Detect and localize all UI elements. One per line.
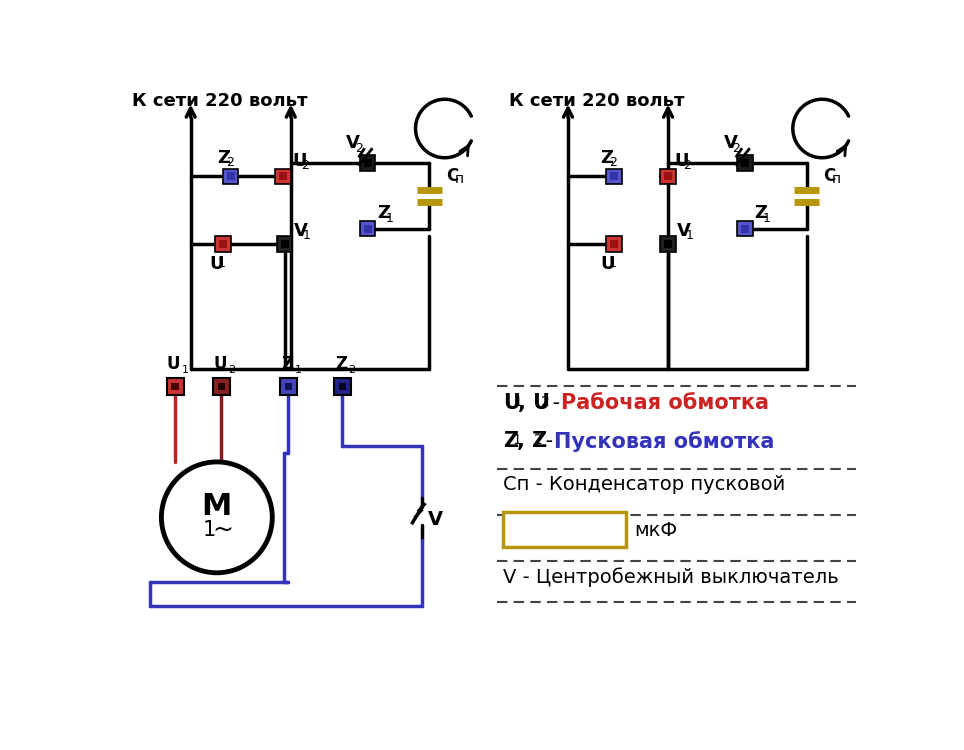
Text: 1: 1	[386, 211, 393, 225]
Circle shape	[161, 462, 272, 573]
Bar	[660, 236, 676, 252]
Text: U: U	[292, 152, 307, 170]
Text: M: M	[201, 492, 232, 521]
Text: 1: 1	[609, 257, 617, 270]
Bar	[363, 224, 372, 232]
Text: -: -	[539, 431, 559, 451]
Bar	[280, 378, 297, 395]
Text: 2: 2	[301, 160, 308, 172]
Bar	[660, 169, 676, 184]
Text: Пусковая обмотка: Пусковая обмотка	[554, 431, 774, 452]
Text: 1: 1	[295, 365, 302, 375]
Text: 2: 2	[683, 160, 690, 172]
Bar	[338, 382, 346, 390]
Text: U: U	[674, 152, 688, 170]
Text: 2: 2	[227, 156, 234, 170]
Bar	[741, 159, 749, 167]
Text: п: п	[455, 172, 464, 186]
Text: К сети 220 вольт: К сети 220 вольт	[509, 92, 685, 110]
Bar	[277, 236, 292, 252]
Text: 2: 2	[541, 395, 549, 409]
Text: мкФ: мкФ	[634, 521, 678, 540]
Text: V: V	[294, 222, 308, 240]
Bar	[503, 512, 627, 548]
Text: 1: 1	[763, 211, 770, 225]
Text: ~: ~	[212, 518, 233, 542]
Bar	[610, 240, 618, 248]
Text: U: U	[213, 355, 227, 373]
Text: U: U	[209, 255, 224, 273]
Bar	[279, 172, 287, 180]
Text: 2: 2	[609, 156, 617, 170]
Bar	[334, 378, 351, 395]
Text: U: U	[601, 255, 615, 273]
Bar	[741, 224, 749, 232]
Text: U: U	[503, 392, 521, 412]
Text: C: C	[823, 166, 836, 184]
Text: V: V	[678, 222, 691, 240]
Text: Z: Z	[601, 149, 613, 167]
Text: Z: Z	[377, 205, 389, 223]
Text: Рабочая обмотка: Рабочая обмотка	[561, 392, 769, 412]
Text: U: U	[167, 355, 180, 373]
Bar	[172, 382, 179, 390]
Text: п: п	[832, 172, 842, 186]
Text: V - Центробежный выключатель: V - Центробежный выключатель	[503, 568, 839, 587]
Text: 2: 2	[228, 365, 235, 375]
Text: 1: 1	[218, 257, 226, 270]
Text: Z: Z	[754, 205, 767, 223]
Text: V: V	[428, 510, 442, 530]
Bar	[219, 240, 227, 248]
Text: Z: Z	[335, 355, 347, 373]
Text: C: C	[446, 166, 459, 184]
Bar	[610, 172, 618, 180]
Text: К сети 220 вольт: К сети 220 вольт	[132, 92, 308, 110]
Text: , U: , U	[518, 392, 549, 412]
Text: Z: Z	[217, 149, 229, 167]
Bar	[606, 169, 622, 184]
Text: 1: 1	[513, 395, 522, 409]
Text: 2: 2	[355, 142, 362, 154]
Bar	[167, 378, 184, 395]
Bar	[276, 169, 291, 184]
Bar	[218, 382, 226, 390]
Text: 1: 1	[202, 520, 216, 540]
Text: 2: 2	[349, 365, 356, 375]
Bar	[363, 159, 372, 167]
Bar	[664, 240, 672, 248]
Text: 1: 1	[181, 365, 188, 375]
Text: -: -	[546, 392, 567, 412]
Text: V: V	[346, 134, 361, 152]
Bar	[361, 221, 375, 236]
Bar	[213, 378, 230, 395]
Bar	[215, 236, 230, 252]
Text: Cп - Конденсатор пусковой: Cп - Конденсатор пусковой	[503, 475, 786, 494]
Text: 2: 2	[732, 142, 739, 154]
Text: , Z: , Z	[517, 431, 548, 451]
Bar	[664, 172, 672, 180]
Text: 2: 2	[534, 433, 543, 448]
Text: V: V	[724, 134, 737, 152]
Bar	[223, 169, 238, 184]
Bar	[281, 240, 288, 248]
Text: 1: 1	[685, 230, 694, 242]
Text: 1: 1	[513, 433, 522, 448]
Text: Z: Z	[281, 355, 293, 373]
Bar	[737, 155, 753, 171]
Bar	[361, 155, 375, 171]
Bar	[606, 236, 622, 252]
Text: Z: Z	[503, 431, 519, 451]
Bar	[737, 221, 753, 236]
Bar	[227, 172, 234, 180]
Text: 1: 1	[303, 230, 310, 242]
Bar	[284, 382, 292, 390]
